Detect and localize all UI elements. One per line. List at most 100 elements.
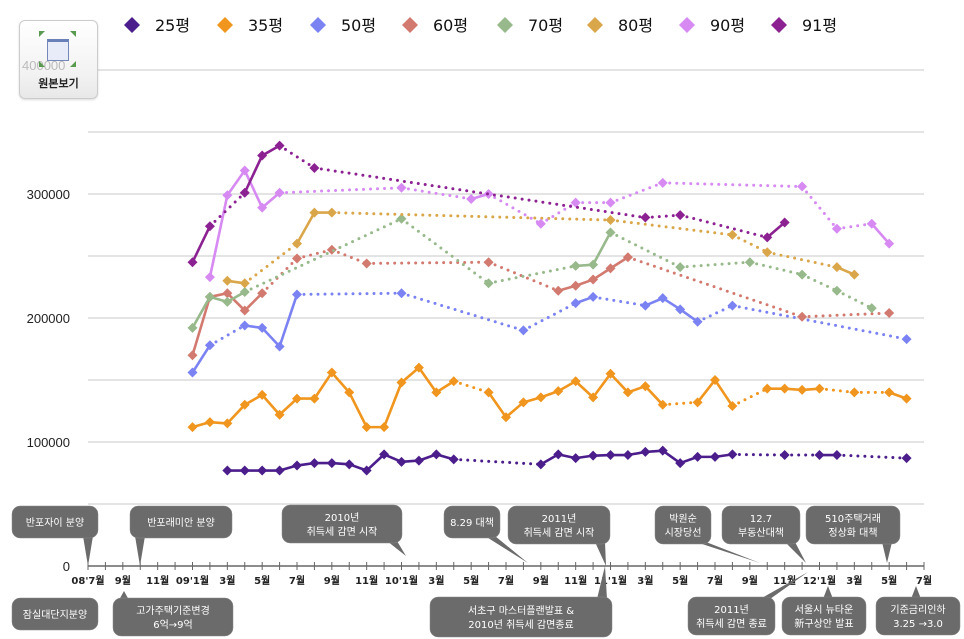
data-point bbox=[326, 207, 337, 218]
series-50평 bbox=[187, 288, 912, 378]
series-line-segment bbox=[226, 292, 246, 312]
expand-arrow-icon bbox=[70, 61, 76, 67]
data-point bbox=[866, 303, 877, 314]
series-line-segment bbox=[191, 344, 212, 374]
data-point bbox=[675, 210, 686, 221]
callout-text: 시장당선 bbox=[665, 527, 702, 539]
callout-box bbox=[781, 596, 867, 636]
callout-pointer bbox=[387, 541, 406, 556]
series-dotted-segment bbox=[748, 260, 804, 277]
data-point bbox=[588, 450, 599, 461]
series-dotted-segment bbox=[643, 213, 682, 220]
data-point bbox=[675, 262, 686, 273]
series-dotted-segment bbox=[818, 387, 856, 394]
series-dotted-segment bbox=[208, 323, 247, 347]
event-callout: 12.7 부동산대책 bbox=[721, 505, 806, 563]
data-point bbox=[204, 340, 215, 351]
data-point bbox=[779, 450, 790, 461]
legend-marker-icon bbox=[217, 17, 233, 33]
data-point bbox=[396, 456, 407, 467]
series-dotted-segment bbox=[487, 264, 578, 285]
series-line-segment bbox=[870, 222, 891, 245]
callout-text: 3.25 →3.0 bbox=[893, 619, 943, 630]
data-point bbox=[222, 275, 233, 286]
event-callout: 반포자이 분양 bbox=[11, 505, 99, 566]
callout-pointer bbox=[83, 536, 93, 566]
data-point bbox=[762, 232, 773, 243]
data-point bbox=[710, 451, 720, 462]
data-point bbox=[657, 445, 668, 456]
x-tick-label: 9월 bbox=[533, 575, 549, 587]
data-point bbox=[727, 300, 738, 311]
event-callout: 반포래미안 분양 bbox=[129, 505, 233, 566]
data-point bbox=[274, 140, 285, 151]
callout-box bbox=[112, 597, 234, 637]
data-point bbox=[222, 418, 233, 429]
series-dotted-segment bbox=[730, 233, 769, 254]
callout-box bbox=[11, 597, 99, 631]
series-line-segment bbox=[713, 379, 734, 407]
series-dotted-segment bbox=[661, 400, 700, 407]
series-line-segment bbox=[417, 366, 438, 394]
data-point bbox=[657, 177, 668, 188]
x-tick-label: 11월 bbox=[564, 575, 587, 587]
legend-label: 50평 bbox=[341, 16, 376, 35]
callout-box bbox=[687, 596, 776, 636]
series-dotted-segment bbox=[400, 217, 491, 285]
x-tick-label: 9월 bbox=[742, 575, 758, 587]
legend-item: 90평 bbox=[679, 16, 745, 35]
data-point bbox=[605, 368, 616, 379]
data-point bbox=[553, 285, 564, 296]
data-point bbox=[535, 218, 546, 229]
legend-item: 25평 bbox=[124, 16, 190, 35]
callout-box bbox=[507, 505, 611, 545]
data-point bbox=[831, 285, 842, 296]
data-point bbox=[187, 422, 198, 433]
data-point bbox=[187, 367, 198, 378]
legend-item: 91평 bbox=[771, 16, 837, 35]
series-line-segment bbox=[191, 296, 212, 356]
data-point bbox=[239, 305, 250, 316]
data-point bbox=[570, 298, 581, 309]
data-point bbox=[901, 334, 912, 345]
original-view-button[interactable]: 400000 원본보기 bbox=[19, 20, 98, 99]
data-point bbox=[831, 262, 842, 273]
data-point bbox=[884, 308, 895, 319]
callout-box bbox=[443, 505, 501, 539]
data-point bbox=[622, 387, 633, 398]
data-point bbox=[239, 187, 250, 198]
series-80평 bbox=[222, 207, 860, 289]
data-point bbox=[849, 269, 860, 280]
series-dotted-segment bbox=[835, 289, 874, 310]
series-dotted-segment bbox=[400, 291, 525, 332]
callout-text: 서울시 뉴타운 bbox=[795, 604, 853, 616]
callout-text: 잠실대단지분양 bbox=[23, 609, 87, 621]
y-tick-label: 300000 bbox=[27, 187, 70, 202]
series-dotted-segment bbox=[800, 311, 891, 319]
series-dotted-segment bbox=[661, 181, 804, 189]
event-callout: 8.29 대책 bbox=[443, 505, 528, 563]
data-point bbox=[204, 417, 215, 428]
expand-arrow-icon bbox=[70, 31, 76, 37]
data-point bbox=[588, 259, 599, 270]
callout-pointer bbox=[485, 536, 528, 563]
series-dotted-segment bbox=[521, 301, 578, 332]
data-point bbox=[239, 286, 250, 297]
data-point bbox=[588, 392, 599, 403]
data-point bbox=[187, 322, 198, 333]
series-line-segment bbox=[505, 401, 525, 419]
callout-text: 서초구 마스터플랜발표 & bbox=[468, 605, 574, 617]
series-dotted-segment bbox=[730, 387, 769, 408]
data-point bbox=[257, 389, 268, 400]
callout-text: 정상화 대책 bbox=[828, 527, 877, 539]
data-point bbox=[379, 422, 390, 433]
series-line-segment bbox=[766, 221, 786, 239]
data-point bbox=[292, 253, 302, 264]
data-point bbox=[605, 450, 616, 461]
data-point bbox=[831, 223, 842, 234]
data-point bbox=[204, 221, 215, 232]
